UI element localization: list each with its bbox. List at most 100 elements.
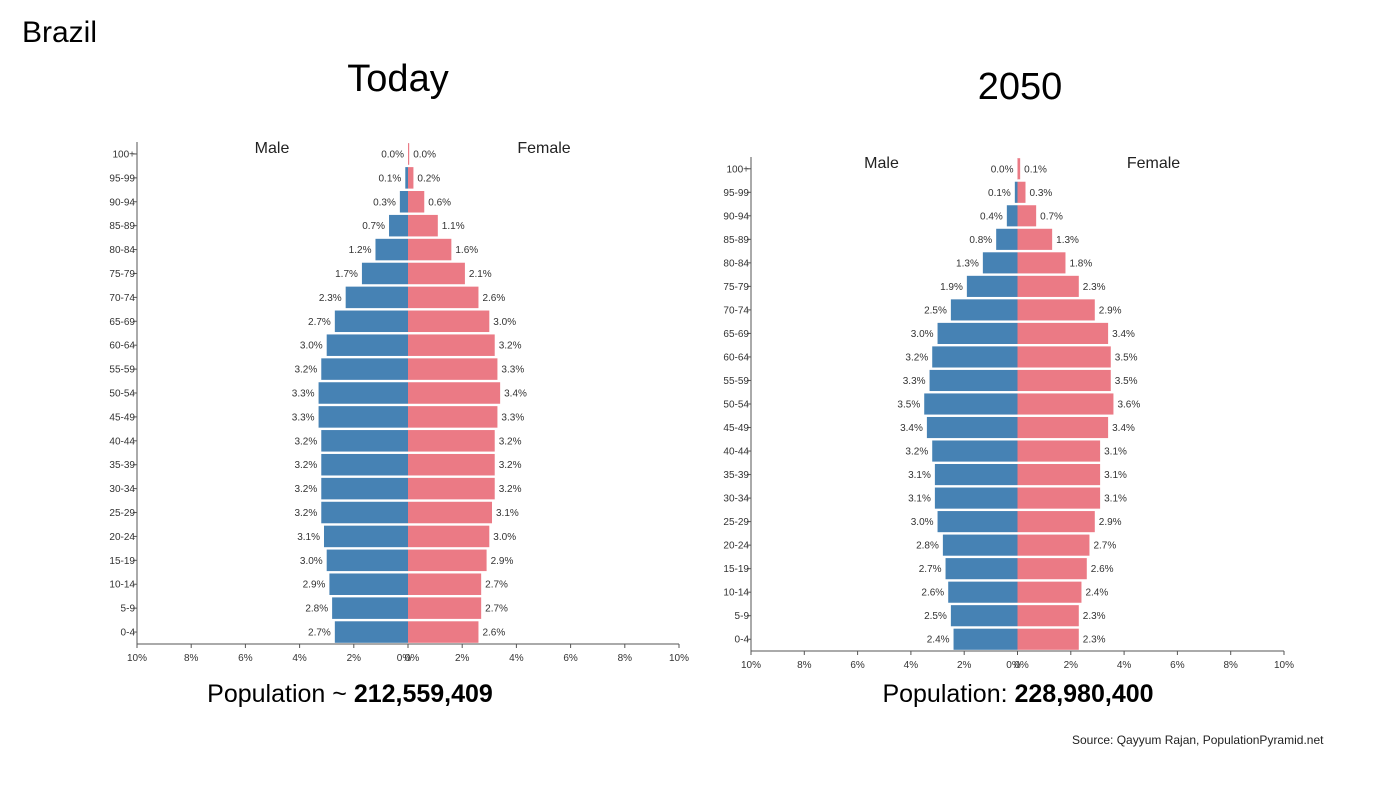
male-bar [937, 511, 1018, 533]
source-note: Source: Qayyum Rajan, PopulationPyramid.… [1072, 733, 1324, 747]
age-group-label: 75-79 [109, 269, 135, 280]
male-value-label: 2.3% [319, 293, 342, 304]
male-bar [1014, 181, 1018, 203]
male-value-label: 3.0% [300, 556, 323, 567]
female-value-label: 3.6% [1117, 400, 1140, 411]
female-value-label: 0.3% [1029, 188, 1052, 199]
female-bar [408, 167, 414, 189]
age-group-label: 5-9 [121, 604, 136, 615]
female-bar [1017, 346, 1111, 368]
age-group-label: 0-4 [735, 635, 750, 646]
x-tick-label: 10% [1274, 660, 1294, 671]
x-tick-label: 8% [797, 660, 812, 671]
age-group-label: 35-39 [723, 470, 749, 481]
slide-title: Brazil [22, 16, 98, 49]
female-bar [1017, 558, 1087, 580]
female-value-label: 2.4% [1085, 588, 1108, 599]
female-bar [1017, 322, 1109, 344]
female-bar [408, 143, 410, 165]
x-tick-label: 2% [1064, 660, 1079, 671]
female-value-label: 0.6% [428, 197, 451, 208]
male-value-label: 3.2% [294, 460, 317, 471]
age-group-label: 70-74 [109, 293, 135, 304]
male-bar [924, 393, 1018, 415]
male-bar [318, 406, 408, 428]
female-bar [408, 262, 465, 285]
male-bar [950, 605, 1018, 627]
male-bar [982, 252, 1018, 274]
age-group-label: 25-29 [109, 508, 135, 519]
age-group-label: 30-34 [723, 494, 749, 505]
female-bar [408, 238, 452, 261]
female-bar [1017, 628, 1079, 650]
female-bar [1017, 299, 1095, 321]
age-group-label: 90-94 [723, 211, 749, 222]
female-value-label: 1.1% [442, 221, 465, 232]
male-value-label: 3.5% [897, 400, 920, 411]
male-value-label: 1.2% [349, 245, 372, 256]
male-value-label: 3.0% [300, 341, 323, 352]
age-group-label: 5-9 [735, 611, 750, 622]
male-value-label: 3.3% [292, 389, 315, 400]
x-tick-label: 6% [238, 653, 253, 664]
x-tick-label: 2% [455, 653, 470, 664]
age-group-label: 55-59 [723, 376, 749, 387]
x-tick-label: 4% [1117, 660, 1132, 671]
female-value-label: 2.6% [1091, 564, 1114, 575]
x-tick-label: 10% [127, 653, 147, 664]
male-value-label: 1.3% [956, 258, 979, 269]
male-bar [937, 322, 1018, 344]
x-tick-label: 8% [184, 653, 199, 664]
male-value-label: 0.1% [378, 173, 401, 184]
male-bar [926, 416, 1018, 439]
male-bar [321, 430, 408, 452]
female-value-label: 2.9% [1099, 305, 1122, 316]
female-bar [408, 406, 498, 428]
female-bar [408, 358, 498, 380]
x-tick-label: 6% [850, 660, 865, 671]
population-today: Population ~ 212,559,409 [70, 680, 630, 709]
male-value-label: 0.8% [969, 235, 992, 246]
age-group-label: 20-24 [723, 541, 749, 552]
male-value-label: 1.9% [940, 282, 963, 293]
female-value-label: 3.4% [504, 389, 527, 400]
age-group-label: 55-59 [109, 365, 135, 376]
male-bar [932, 440, 1018, 462]
female-value-label: 3.1% [1104, 470, 1127, 481]
female-value-label: 3.5% [1115, 376, 1138, 387]
female-bar [408, 621, 479, 643]
male-value-label: 3.3% [292, 412, 315, 423]
age-group-label: 75-79 [723, 282, 749, 293]
male-value-label: 0.0% [991, 164, 1014, 175]
female-value-label: 2.3% [1083, 611, 1106, 622]
female-value-label: 2.7% [485, 580, 508, 591]
age-group-label: 80-84 [109, 245, 135, 256]
age-group-label: 60-64 [723, 352, 749, 363]
female-value-label: 3.1% [1104, 447, 1127, 458]
female-value-label: 3.2% [499, 341, 522, 352]
male-bar [321, 477, 408, 500]
female-value-label: 0.2% [417, 173, 440, 184]
male-value-label: 2.8% [305, 604, 328, 615]
age-group-label: 20-24 [109, 532, 135, 543]
female-value-label: 1.8% [1069, 258, 1092, 269]
female-bar [1017, 369, 1111, 392]
male-bar [332, 597, 408, 619]
x-tick-label: 0% [405, 653, 420, 664]
male-label: Male [864, 155, 899, 172]
female-bar [1017, 440, 1101, 462]
female-bar [1017, 181, 1026, 203]
female-bar [1017, 487, 1101, 509]
age-group-label: 65-69 [109, 317, 135, 328]
female-bar [1017, 581, 1082, 603]
female-value-label: 0.7% [1040, 211, 1063, 222]
male-value-label: 3.1% [908, 494, 931, 505]
age-group-label: 15-19 [723, 564, 749, 575]
age-group-label: 40-44 [109, 436, 135, 447]
female-value-label: 3.2% [499, 436, 522, 447]
female-value-label: 2.7% [485, 604, 508, 615]
age-group-label: 95-99 [723, 188, 749, 199]
male-value-label: 0.1% [988, 188, 1011, 199]
female-bar [408, 573, 482, 595]
